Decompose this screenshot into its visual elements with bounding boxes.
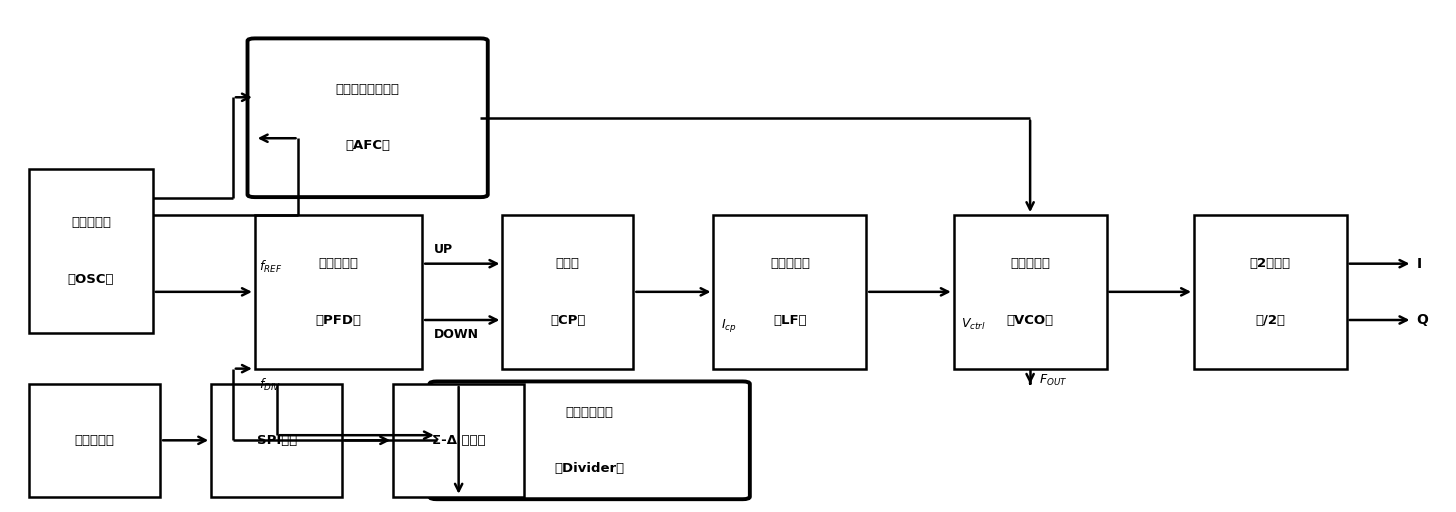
Text: 可编程分频器: 可编程分频器	[566, 406, 613, 419]
Text: 参考信号源: 参考信号源	[71, 216, 111, 229]
Text: $f_{DIV}$: $f_{DIV}$	[259, 377, 281, 393]
Bar	[1194, 215, 1347, 369]
FancyBboxPatch shape	[248, 38, 488, 197]
Text: $V_{ctrl}$: $V_{ctrl}$	[961, 317, 986, 332]
Text: 自动频率校准电路: 自动频率校准电路	[336, 83, 399, 96]
Text: （VCO）: （VCO）	[1006, 313, 1054, 327]
Text: Q: Q	[1417, 313, 1428, 327]
Text: DOWN: DOWN	[434, 328, 479, 341]
Text: 压控振荡器: 压控振荡器	[1010, 257, 1050, 270]
Text: I: I	[1417, 257, 1423, 271]
Text: （OSC）: （OSC）	[68, 272, 114, 286]
Text: 除2分频器: 除2分频器	[1249, 257, 1291, 270]
Text: （AFC）: （AFC）	[345, 139, 390, 153]
Text: 环路滤波器: 环路滤波器	[770, 257, 810, 270]
Text: $f_{REF}$: $f_{REF}$	[259, 260, 282, 275]
Text: （PFD）: （PFD）	[316, 313, 361, 327]
Bar	[393, 384, 524, 497]
Text: 电荷泵: 电荷泵	[556, 257, 579, 270]
Text: UP: UP	[434, 243, 453, 257]
FancyBboxPatch shape	[430, 381, 750, 499]
Bar	[29, 384, 160, 497]
Text: （CP）: （CP）	[550, 313, 585, 327]
Text: （LF）: （LF）	[773, 313, 807, 327]
Bar	[502, 215, 633, 369]
Text: 小数分频值: 小数分频值	[74, 434, 115, 447]
Bar	[255, 215, 422, 369]
Text: $F_{OUT}$: $F_{OUT}$	[1040, 373, 1067, 388]
Bar	[954, 215, 1107, 369]
Text: SPI总线: SPI总线	[256, 434, 297, 447]
Bar	[713, 215, 866, 369]
Text: $I_{cp}$: $I_{cp}$	[721, 317, 737, 334]
Bar	[211, 384, 342, 497]
Bar	[29, 169, 153, 333]
Text: （Divider）: （Divider）	[555, 462, 625, 475]
Text: Σ-Δ 调制器: Σ-Δ 调制器	[432, 434, 485, 447]
Text: 鉴频鉴相器: 鉴频鉴相器	[319, 257, 358, 270]
Text: （/2）: （/2）	[1255, 313, 1286, 327]
